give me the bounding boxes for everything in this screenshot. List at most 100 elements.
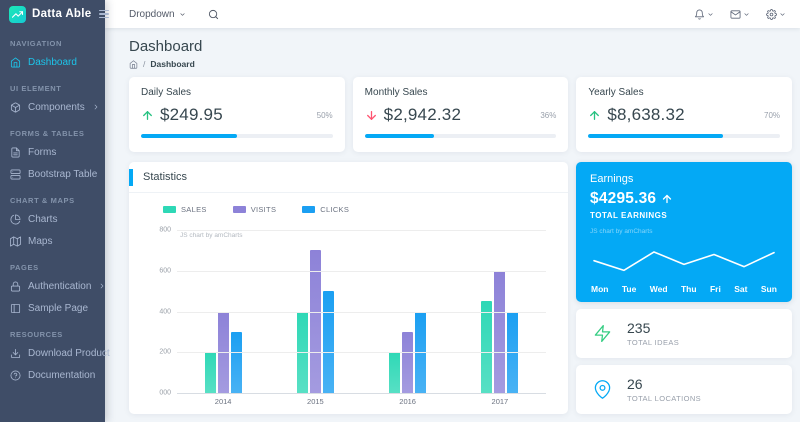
sidebar-item-bootstrap-table[interactable]: Bootstrap Table bbox=[0, 163, 105, 185]
sidebar-item-authentication[interactable]: Authentication bbox=[0, 275, 105, 297]
bar-sales-2017[interactable] bbox=[481, 301, 493, 393]
sidebar-caption: PAGES bbox=[10, 263, 39, 272]
progress-fill bbox=[141, 134, 237, 138]
map-pin-icon bbox=[594, 380, 611, 399]
map-icon bbox=[10, 236, 21, 246]
brand-logo-icon bbox=[9, 5, 26, 23]
bar-clicks-2015[interactable] bbox=[322, 291, 334, 393]
gear-icon bbox=[766, 8, 777, 20]
sidebar-caption: NAVIGATION bbox=[10, 39, 62, 48]
x-axis-label: 2015 bbox=[307, 397, 324, 406]
statistics-bar-chart: SALES VISITS CLICKS JS chart by amCharts bbox=[129, 193, 568, 414]
day-label: Sun bbox=[760, 284, 777, 294]
breadcrumb-separator: / bbox=[143, 59, 146, 69]
box-icon bbox=[10, 102, 21, 113]
tile-label: TOTAL LOCATIONS bbox=[627, 394, 702, 403]
navbar-dropdown-label: Dropdown bbox=[129, 8, 175, 20]
y-axis-label: 400 bbox=[159, 308, 171, 315]
y-axis-label: 000 bbox=[159, 389, 171, 397]
navbar-dropdown[interactable]: Dropdown bbox=[129, 9, 186, 20]
legend-label: CLICKS bbox=[320, 205, 350, 214]
chevron-right-icon bbox=[98, 282, 106, 290]
gridline bbox=[177, 230, 546, 231]
home-icon[interactable] bbox=[129, 59, 138, 69]
card-value: $2,942.32 bbox=[383, 105, 462, 124]
tile-label: TOTAL IDEAS bbox=[627, 338, 680, 347]
sidebar-item-sample-page[interactable]: Sample Page bbox=[0, 297, 105, 319]
sidebar-item-documentation[interactable]: Documentation bbox=[0, 364, 105, 386]
chevron-down-icon bbox=[708, 12, 713, 16]
bar-chart-plot: JS chart by amCharts 800 600 400 200 000 bbox=[159, 227, 546, 397]
card-title: Daily Sales bbox=[141, 87, 192, 98]
search-icon[interactable] bbox=[208, 9, 219, 20]
top-navbar: Dropdown bbox=[105, 0, 800, 28]
content-row: Statistics SALES VISITS bbox=[105, 152, 800, 422]
settings-menu[interactable] bbox=[766, 8, 786, 20]
card-value: $8,638.32 bbox=[607, 105, 685, 124]
sidebar-item-label: Maps bbox=[28, 235, 53, 247]
chart-legend: SALES VISITS CLICKS bbox=[163, 205, 554, 214]
accent-bar bbox=[129, 169, 133, 186]
lock-icon bbox=[10, 281, 21, 291]
card-title: Yearly Sales bbox=[588, 87, 644, 98]
tile-value: 26 bbox=[627, 376, 643, 392]
x-axis-labels: 2014 2015 2016 2017 bbox=[177, 397, 546, 406]
day-label: Thu bbox=[680, 284, 697, 294]
total-locations-card: 26 TOTAL LOCATIONS bbox=[576, 365, 792, 414]
chevron-right-icon bbox=[92, 103, 100, 111]
arrow-down-icon bbox=[366, 110, 376, 120]
earnings-card: Earnings $4295.36 TOTAL EARNINGS JS char… bbox=[576, 162, 792, 302]
card-percent: 36% bbox=[540, 110, 557, 120]
progress-fill bbox=[364, 134, 434, 138]
sidebar: Datta Able NAVIGATION Dashboard UI ELEME… bbox=[0, 0, 110, 422]
sidebar-item-label: Forms bbox=[28, 146, 57, 158]
legend-item-clicks[interactable]: CLICKS bbox=[302, 205, 349, 214]
monthly-sales-card: Monthly Sales $2,942.32 36% bbox=[352, 77, 569, 152]
y-axis-label: 800 bbox=[159, 226, 171, 234]
help-circle-icon bbox=[10, 370, 21, 380]
statistics-title: Statistics bbox=[143, 171, 188, 183]
x-axis-label: 2017 bbox=[491, 397, 509, 406]
sidebar-item-label: Authentication bbox=[28, 280, 92, 292]
legend-item-sales[interactable]: SALES bbox=[163, 205, 207, 214]
sidebar-item-maps[interactable]: Maps bbox=[0, 230, 105, 252]
progress-bar bbox=[364, 134, 557, 138]
chevron-down-icon bbox=[179, 11, 186, 18]
sidebar-item-charts[interactable]: Charts bbox=[0, 208, 105, 230]
day-label: Mon bbox=[591, 284, 609, 294]
earnings-value: $4295.36 bbox=[590, 190, 657, 207]
sidebar-item-label: Dashboard bbox=[28, 56, 77, 68]
arrow-up-icon bbox=[663, 194, 672, 204]
notifications-menu[interactable] bbox=[694, 9, 714, 20]
bar-clicks-2014[interactable] bbox=[230, 331, 242, 393]
daily-sales-card: Daily Sales $249.95 50% bbox=[129, 77, 345, 152]
sidebar-item-forms[interactable]: Forms bbox=[0, 141, 105, 163]
progress-bar bbox=[588, 134, 781, 138]
hamburger-menu-icon[interactable] bbox=[97, 8, 111, 21]
sidebar-item-label: Charts bbox=[28, 213, 58, 225]
bar-sales-2014[interactable] bbox=[204, 352, 216, 393]
bar-sales-2016[interactable] bbox=[389, 352, 401, 393]
legend-item-visits[interactable]: VISITS bbox=[232, 205, 277, 214]
amcharts-attribution: JS chart by amCharts bbox=[590, 228, 653, 235]
legend-swatch bbox=[232, 206, 246, 213]
sidebar-item-dashboard[interactable]: Dashboard bbox=[0, 51, 105, 73]
bar-visits-2017[interactable] bbox=[494, 270, 506, 393]
main-area: Dropdown bbox=[105, 0, 800, 422]
statistics-card: Statistics SALES VISITS bbox=[129, 162, 568, 414]
download-icon bbox=[10, 348, 21, 358]
home-icon bbox=[10, 57, 21, 67]
mail-icon bbox=[730, 9, 741, 19]
bar-visits-2015[interactable] bbox=[309, 250, 321, 393]
arrow-up-icon bbox=[143, 110, 152, 120]
x-axis-label: 2014 bbox=[214, 397, 232, 406]
bar-visits-2016[interactable] bbox=[402, 331, 414, 393]
bell-icon bbox=[694, 9, 705, 19]
messages-menu[interactable] bbox=[730, 9, 750, 20]
progress-fill bbox=[588, 134, 723, 138]
statistics-header: Statistics bbox=[129, 162, 568, 193]
sidebar-item-label: Sample Page bbox=[28, 302, 89, 314]
right-column: Earnings $4295.36 TOTAL EARNINGS JS char… bbox=[576, 162, 792, 414]
sidebar-item-download-product[interactable]: Download Product bbox=[0, 342, 110, 364]
sidebar-item-components[interactable]: Components bbox=[0, 96, 105, 118]
